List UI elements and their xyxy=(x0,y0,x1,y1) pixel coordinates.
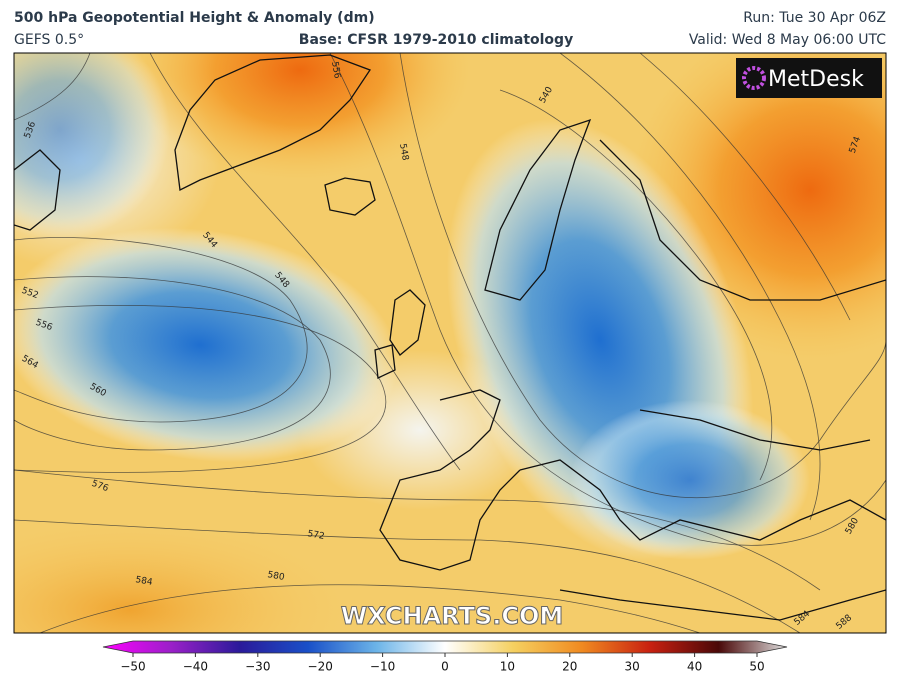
colorbar-tick-label: −50 xyxy=(120,660,145,674)
colorbar-tick-label: −40 xyxy=(183,660,208,674)
colorbar-tick-label: −20 xyxy=(308,660,333,674)
valid: Valid: Wed 8 May 06:00 UTC xyxy=(689,32,886,48)
colorbar-tick-label: 20 xyxy=(562,660,577,674)
colorbar-tick-label: 30 xyxy=(625,660,640,674)
colorbar-tick-label: 40 xyxy=(687,660,702,674)
colorbar-tick-label: 10 xyxy=(500,660,515,674)
contour-label: 572 xyxy=(307,529,326,542)
colorbar xyxy=(102,640,788,654)
logo: MetDesk xyxy=(768,67,864,92)
colorbar-ticks: −50 −40 −30 −20 −10 0 10 20 30 40 50 xyxy=(120,653,765,674)
run: Run: Tue 30 Apr 06Z xyxy=(743,10,886,26)
map-frame xyxy=(13,52,887,634)
contour-label: 580 xyxy=(267,570,286,583)
logo-box xyxy=(736,58,882,98)
contour-label: 548 xyxy=(397,143,410,162)
colorbar-tick-label: 0 xyxy=(441,660,449,674)
watermark: WXCHARTS.COM xyxy=(341,602,563,630)
logo-icon xyxy=(742,66,766,90)
contour-label: 584 xyxy=(135,575,154,588)
colorbar-tick-label: −30 xyxy=(245,660,270,674)
colorbar-tick-label: 50 xyxy=(749,660,764,674)
title: 500 hPa Geopotential Height & Anomaly (d… xyxy=(14,10,375,26)
contour-label: 556 xyxy=(329,61,342,80)
model: GEFS 0.5° xyxy=(14,32,84,48)
colorbar-tick-label: −10 xyxy=(370,660,395,674)
base: Base: CFSR 1979-2010 climatology xyxy=(299,32,573,48)
